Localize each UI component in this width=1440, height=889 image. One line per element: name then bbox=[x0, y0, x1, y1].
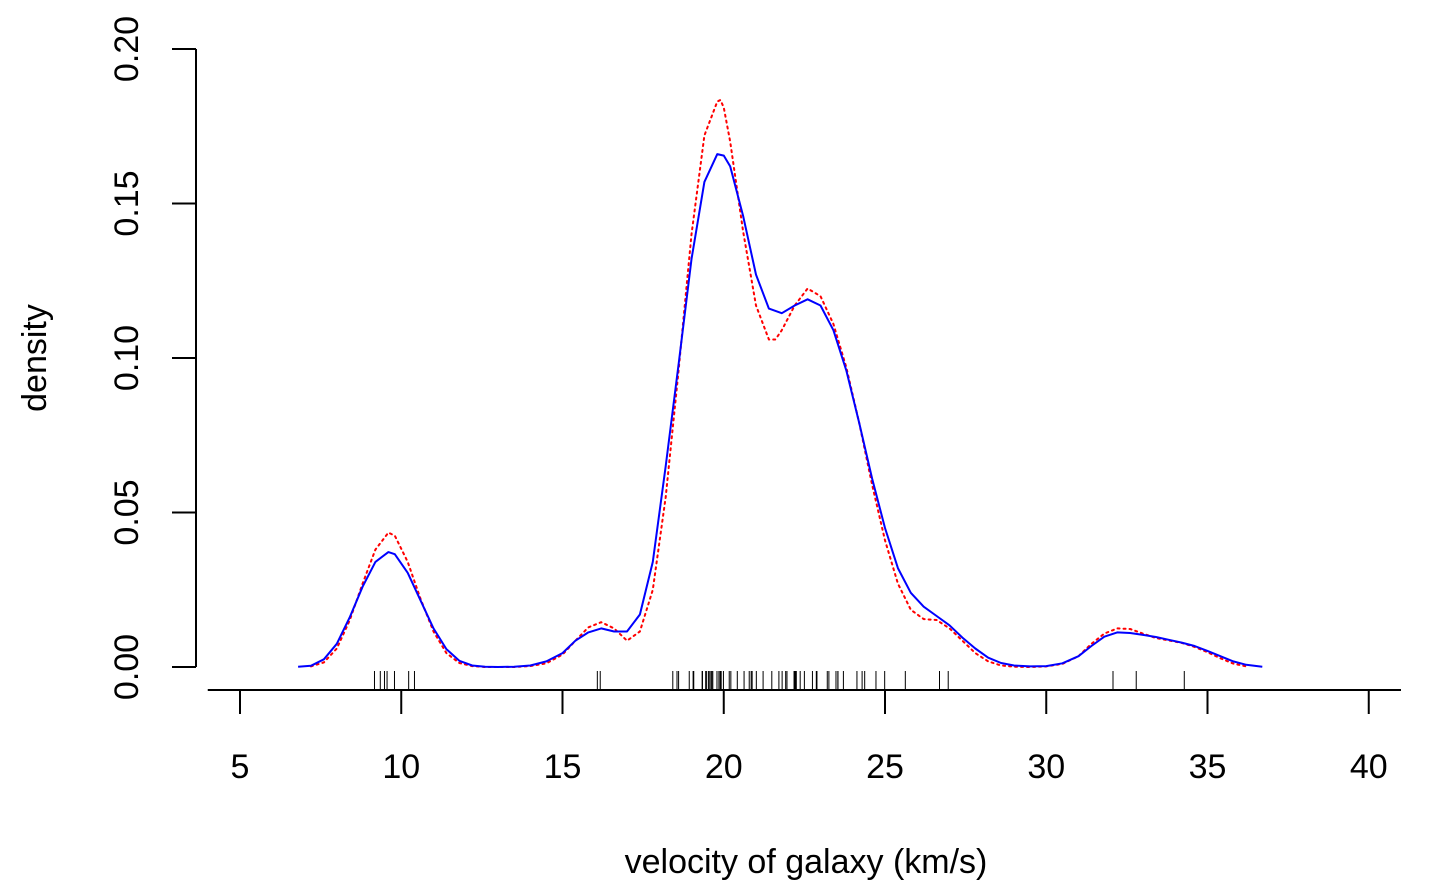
y-tick-label: 0.15 bbox=[108, 170, 146, 236]
x-tick-label: 5 bbox=[231, 748, 250, 786]
density-line-dotted bbox=[309, 99, 1248, 668]
density-line-solid bbox=[298, 153, 1263, 668]
y-axis-title: density bbox=[16, 304, 54, 412]
x-tick-label: 40 bbox=[1350, 748, 1388, 786]
x-tick-label: 35 bbox=[1189, 748, 1227, 786]
x-axis-title: velocity of galaxy (km/s) bbox=[625, 843, 988, 881]
y-tick-label: 0.05 bbox=[108, 479, 146, 545]
axes: 5 10 15 20 25 30 35 40 0.00 0.05 0.10 0.15 0.20 bbox=[108, 16, 1401, 786]
y-axis-ticks: 0.00 0.05 0.10 0.15 0.20 bbox=[108, 16, 196, 700]
x-tick-label: 10 bbox=[382, 748, 420, 786]
x-tick-label: 15 bbox=[544, 748, 582, 786]
density-series bbox=[298, 99, 1263, 668]
x-tick-label: 25 bbox=[866, 748, 904, 786]
x-axis-ticks: 5 10 15 20 25 30 35 40 bbox=[231, 690, 1388, 786]
x-tick-label: 20 bbox=[705, 748, 743, 786]
y-tick-label: 0.20 bbox=[108, 16, 146, 82]
y-tick-label: 0.00 bbox=[108, 634, 146, 700]
x-tick-label: 30 bbox=[1027, 748, 1065, 786]
rug-marks bbox=[373, 671, 1185, 690]
y-tick-label: 0.10 bbox=[108, 325, 146, 391]
